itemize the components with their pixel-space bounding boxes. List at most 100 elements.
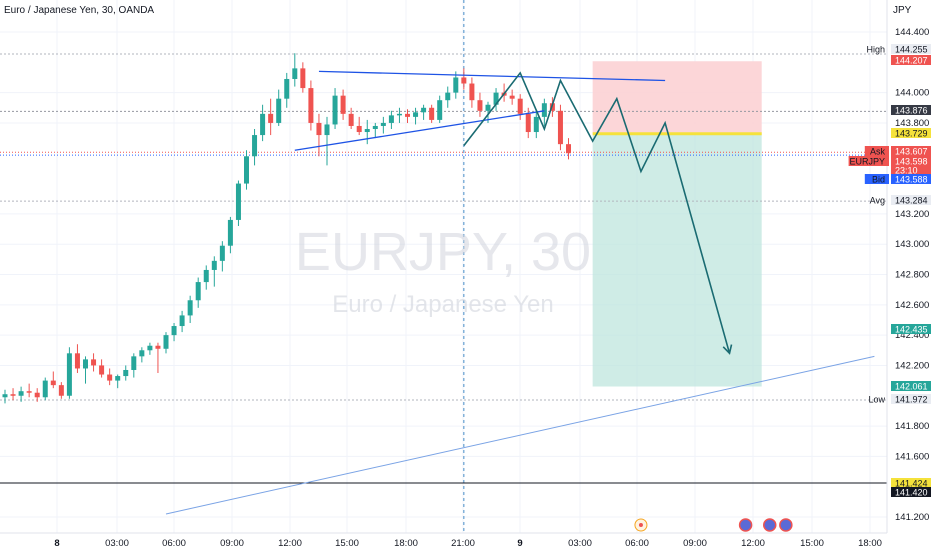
price-tag-bg: [891, 128, 931, 138]
projection-path[interactable]: [463, 71, 731, 354]
price-tag-value: 143.588: [895, 174, 928, 184]
candle-body: [219, 245, 225, 261]
trend-line[interactable]: [294, 110, 545, 151]
candle-body: [332, 95, 338, 125]
candle-body: [566, 144, 571, 154]
candle-body: [260, 113, 266, 136]
candle-body: [235, 183, 241, 220]
candle-body: [139, 350, 145, 357]
candle-body: [509, 95, 515, 99]
candle-body: [66, 353, 72, 396]
price-tag-level3: 141.420: [891, 487, 931, 497]
candle-body: [364, 129, 370, 133]
currency-label: JPY: [893, 5, 912, 16]
time-tick-label: 21:00: [451, 538, 475, 549]
economic-flag-icon[interactable]: [763, 518, 777, 532]
price-tag-value: 143.876: [895, 105, 928, 115]
candle-body: [557, 110, 563, 145]
candle-body: [34, 392, 40, 398]
economic-flag-icon[interactable]: [738, 518, 753, 532]
price-tag-bg: [891, 174, 931, 184]
price-tag-value: 23:10: [895, 165, 918, 175]
candle-body: [107, 374, 113, 381]
candle-body: [388, 115, 394, 123]
candle-body: [276, 98, 282, 123]
time-tick-label: 12:00: [741, 538, 765, 549]
time-tick-label: 03:00: [568, 538, 592, 549]
candle-body: [163, 335, 169, 349]
time-axis[interactable]: 8 03:00 06:00 09:00 12:00 15:00 18:00 21:00 9 03:…: [0, 532, 887, 549]
candle-body: [155, 345, 161, 349]
candle-body: [83, 359, 88, 369]
candle-body: [42, 380, 48, 398]
candle-body: [131, 356, 137, 370]
time-tick-label: 06:00: [625, 538, 649, 549]
price-tick-label: 142.800: [895, 270, 929, 281]
candle-body: [26, 391, 32, 393]
price-tag-ask: 143.607 Ask: [864, 146, 931, 156]
candle-body: [340, 95, 346, 114]
candle-body: [413, 112, 419, 117]
price-tag-bg: [891, 195, 931, 205]
watermark-name: Euro / Japanese Yen: [332, 291, 554, 318]
time-tick-label: 18:00: [394, 538, 418, 549]
trend-line[interactable]: [165, 355, 875, 515]
time-tick-label: 09:00: [220, 538, 244, 549]
candle-body: [252, 135, 258, 157]
candle-body: [195, 282, 201, 301]
price-tag-countdown: 23:10: [891, 165, 931, 175]
time-tick-label: 06:00: [162, 538, 186, 549]
candle-body: [227, 219, 233, 246]
watermark: EURJPY, 30 Euro / Japanese Yen: [295, 222, 591, 318]
price-tick-label: 142.200: [895, 360, 929, 371]
candles: [2, 53, 571, 404]
candle-body: [525, 113, 531, 133]
price-tag-bg: [891, 394, 931, 404]
candle-body: [372, 125, 378, 129]
candle-body: [99, 365, 105, 375]
position-zones[interactable]: [592, 61, 762, 387]
time-tick-label: 9: [517, 538, 522, 549]
time-tick-label: 03:00: [105, 538, 129, 549]
price-tag-bg: [891, 478, 931, 488]
candle-body: [445, 92, 451, 101]
candle-body: [179, 315, 185, 327]
price-tag-high: 144.255 High: [866, 44, 931, 54]
candle-body: [316, 122, 322, 136]
price-tag-label: Avg: [870, 195, 885, 205]
price-tag-label-bg: [848, 156, 889, 166]
event-markers[interactable]: [634, 518, 793, 532]
chart-title: Euro / Japanese Yen, 30, OANDA: [4, 5, 154, 16]
price-tag-value: 141.972: [895, 394, 928, 404]
price-tag-label-bg: [864, 174, 889, 184]
candle-body: [18, 391, 24, 396]
candle-body: [453, 77, 459, 93]
price-tag-bg: [891, 146, 931, 156]
candle-body: [115, 376, 121, 381]
candle-body: [50, 380, 56, 386]
price-tag-value: 143.607: [895, 146, 928, 156]
stop-loss-zone[interactable]: [592, 61, 762, 134]
time-tick-label: 15:00: [335, 538, 359, 549]
take-profit-zone[interactable]: [592, 133, 762, 387]
drawings[interactable]: [165, 70, 875, 515]
watermark-symbol: EURJPY, 30: [295, 222, 591, 282]
price-tag-bg: [891, 105, 931, 115]
candle-body: [380, 122, 386, 126]
economic-flag-icon[interactable]: [779, 518, 793, 532]
candle-body: [461, 77, 467, 84]
price-tick-label: 143.200: [895, 209, 929, 220]
candle-body: [58, 385, 64, 396]
price-tag-bg: [891, 381, 931, 391]
candle-body: [348, 113, 354, 126]
horizontal-lines[interactable]: [0, 53, 887, 484]
candle-body: [268, 113, 274, 123]
candle-body: [485, 104, 491, 111]
candle-body: [300, 68, 306, 89]
price-tag-entry: 143.729: [891, 128, 931, 138]
price-axis[interactable]: 144.400 144.000 143.800 143.200 143.000 142.8…: [886, 0, 929, 533]
price-tags: 144.255 High 144.207 143.876 143.729 143.607 A…: [848, 44, 931, 497]
trend-line[interactable]: [318, 70, 666, 82]
price-tag-bid: 143.588 Bid: [864, 174, 931, 184]
